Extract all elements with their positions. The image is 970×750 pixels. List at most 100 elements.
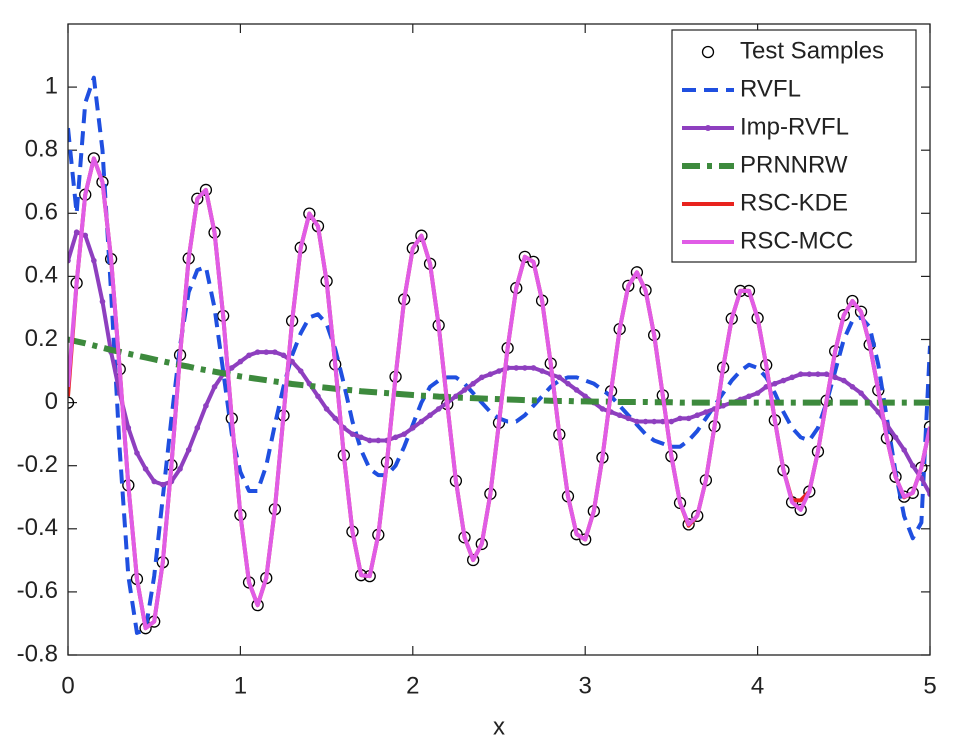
point-marker <box>772 380 778 387</box>
point-marker <box>461 387 468 393</box>
point-marker <box>435 406 442 412</box>
y-tick-label: 0.2 <box>25 325 58 352</box>
y-tick-label: -0.4 <box>17 514 58 541</box>
point-marker <box>125 425 132 431</box>
point-marker <box>556 374 563 381</box>
point-marker <box>297 368 304 374</box>
point-marker <box>246 352 252 359</box>
point-marker <box>625 415 632 422</box>
point-marker <box>685 415 692 422</box>
point-marker <box>427 412 433 419</box>
point-marker <box>909 462 916 469</box>
point-marker <box>237 358 244 365</box>
point-marker <box>875 409 882 415</box>
point-marker <box>289 358 295 365</box>
point-marker <box>453 393 459 400</box>
point-marker <box>91 257 97 264</box>
point-marker <box>418 418 425 425</box>
y-tick-label: 1 <box>45 72 58 99</box>
point-marker <box>522 365 528 371</box>
point-marker <box>392 434 399 441</box>
legend-marker <box>701 45 715 59</box>
x-tick-label: 1 <box>234 672 247 699</box>
point-marker <box>565 380 571 387</box>
point-marker <box>99 298 106 305</box>
series-line <box>68 156 930 631</box>
point-marker <box>332 415 339 422</box>
point-marker <box>659 418 666 425</box>
point-marker <box>228 365 235 371</box>
point-marker <box>160 481 166 488</box>
point-marker <box>668 418 675 425</box>
point-marker <box>530 365 537 371</box>
point-marker <box>203 402 209 409</box>
point-marker <box>841 377 847 384</box>
point-marker <box>892 434 899 441</box>
point-marker <box>375 437 382 444</box>
point-marker <box>797 371 804 378</box>
point-marker <box>211 384 218 390</box>
point-marker <box>470 380 476 387</box>
point-marker <box>254 349 261 355</box>
point-marker <box>832 374 838 381</box>
x-tick-label: 3 <box>579 672 592 699</box>
point-marker <box>858 390 864 396</box>
point-marker <box>746 393 752 400</box>
point-marker <box>694 412 701 419</box>
point-marker <box>134 450 140 456</box>
legend-label: Test Samples <box>740 37 884 64</box>
legend-label: PRNNRW <box>740 151 848 178</box>
point-marker <box>349 431 356 437</box>
point-marker <box>901 447 907 453</box>
point-marker <box>366 437 373 444</box>
point-marker <box>323 406 330 412</box>
point-marker <box>642 418 649 425</box>
sample-marker <box>794 503 807 517</box>
point-marker <box>780 377 787 384</box>
plot-area <box>68 75 930 635</box>
legend-label: RVFL <box>740 75 801 102</box>
point-marker <box>823 371 830 378</box>
point-marker <box>677 415 683 422</box>
point-marker <box>177 466 183 472</box>
sample-marker <box>923 420 930 434</box>
x-tick-label: 5 <box>923 672 936 699</box>
point-marker <box>358 434 364 441</box>
sample-marker <box>846 294 859 308</box>
point-marker <box>73 229 80 236</box>
point-marker <box>513 365 520 371</box>
point-marker <box>849 384 856 390</box>
x-tick-label: 4 <box>751 672 764 699</box>
point-marker <box>263 349 270 355</box>
point-marker <box>410 425 416 431</box>
point-marker <box>582 393 588 400</box>
point-marker <box>401 431 407 437</box>
point-marker <box>487 371 494 378</box>
x-tick-label: 0 <box>61 672 74 699</box>
point-marker <box>151 478 157 485</box>
sample-marker <box>630 266 644 279</box>
legend: Test Samples RVFL Imp-RVFL PRNNRW RSC-KDE RSC… <box>671 29 917 263</box>
y-tick-label: 0 <box>45 388 58 415</box>
point-marker <box>754 390 761 396</box>
legend-box <box>671 29 917 263</box>
point-marker <box>616 412 623 419</box>
point-marker <box>142 466 149 472</box>
point-marker <box>599 406 606 412</box>
legend-label: Imp-RVFL <box>740 113 849 140</box>
sample-marker <box>682 518 695 531</box>
point-marker <box>927 491 930 497</box>
point-marker <box>703 409 709 415</box>
point-marker <box>68 257 71 264</box>
point-marker <box>496 368 502 374</box>
point-marker <box>194 425 201 431</box>
y-tick-label: -0.8 <box>17 640 58 667</box>
point-marker <box>815 371 821 378</box>
sample-marker <box>68 396 75 409</box>
x-axis-label: x <box>493 713 505 740</box>
y-tick-label: -0.6 <box>17 577 58 604</box>
plot-frame <box>67 23 931 656</box>
y-tick-label: 0.8 <box>25 136 58 163</box>
point-marker <box>272 349 278 355</box>
